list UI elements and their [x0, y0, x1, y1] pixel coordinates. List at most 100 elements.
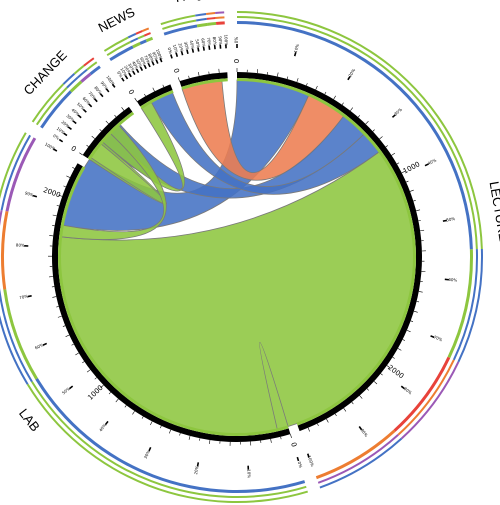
tick-mark: [280, 436, 282, 440]
outer-track-change: [69, 80, 83, 93]
tick-percent-label: 100%: [223, 34, 229, 46]
tick-percent-mark: [99, 93, 104, 98]
tick-mark: [380, 373, 383, 376]
tick-percent-mark: [424, 163, 429, 167]
tick-mark: [152, 87, 155, 92]
tick-mark: [115, 398, 119, 403]
tick-mark: [100, 384, 104, 389]
segment-label-news: NEWS: [96, 4, 138, 35]
tick-percent-mark: [147, 63, 151, 68]
tick-percent-mark: [180, 51, 184, 56]
tick-percent-label: 80%: [403, 386, 413, 396]
tick-percent-label: 40%: [71, 107, 81, 117]
tick-mark: [416, 301, 420, 303]
tick-percent-label: 100%: [105, 75, 116, 87]
outer-track-lecture: [447, 249, 473, 359]
tick-mark: [351, 401, 354, 405]
tick-percent-label: 70%: [433, 334, 443, 342]
tick-mark: [209, 439, 211, 445]
outer-track-news: [103, 36, 129, 52]
segment-inner-stripe-faq: [181, 78, 228, 90]
tick-percent-label: 10%: [172, 44, 179, 54]
outer-track-news: [135, 30, 143, 35]
tick-mark: [56, 306, 59, 308]
tick-mark: [114, 114, 117, 118]
tick-percent-label: 20%: [347, 68, 356, 78]
outer-track-change: [83, 57, 95, 67]
outer-track-lecture: [393, 356, 451, 432]
tick-percent-label: 80%: [147, 53, 155, 63]
tick-mark: [56, 205, 60, 207]
ticks-layer: 0100020000%10%20%30%40%50%60%70%80%90%10…: [16, 34, 458, 478]
tick-percent-mark: [293, 52, 297, 57]
tick-mark: [413, 200, 416, 202]
tick-percent-mark: [442, 219, 447, 222]
tick-mark: [402, 339, 405, 341]
tick-percent-label: 40%: [427, 157, 437, 165]
tick-percent-label: 40%: [131, 60, 140, 70]
tick-percent-label: 50%: [446, 216, 456, 222]
outer-track-lecture: [452, 249, 479, 361]
tick-percent-label: 100%: [44, 141, 57, 151]
tick-count-label: 0: [172, 67, 181, 74]
tick-mark: [63, 185, 66, 188]
tick-count-label: 0: [233, 59, 241, 63]
tick-mark: [65, 334, 70, 337]
tick-mark: [99, 129, 102, 132]
outer-track-change: [40, 90, 72, 129]
outer-track-faq: [195, 17, 207, 22]
tick-mark: [82, 361, 85, 364]
tick-percent-mark: [69, 385, 74, 390]
tick-percent-label: 60%: [34, 342, 44, 350]
tick-percent-mark: [148, 447, 152, 452]
tick-percent-label: 90%: [360, 428, 369, 438]
tick-mark: [420, 229, 425, 232]
tick-percent-label: 70%: [19, 293, 29, 300]
tick-mark: [406, 180, 409, 183]
tick-percent-mark: [170, 54, 173, 59]
tick-mark: [385, 145, 388, 148]
tick-mark: [401, 170, 406, 174]
outer-track-faq: [160, 14, 196, 26]
tick-mark: [160, 425, 162, 429]
tick-count-label: 1000: [402, 160, 422, 175]
tick-mark: [134, 97, 138, 102]
tick-mark: [141, 416, 144, 419]
tick-percent-label: 0%: [52, 133, 60, 141]
tick-percent-mark: [400, 385, 405, 390]
tick-percent-mark: [128, 72, 132, 78]
tick-percent-label: 60%: [200, 38, 206, 48]
outer-track-lab: [0, 209, 3, 291]
tick-percent-label: 0%: [167, 47, 174, 55]
outer-tracks-layer: [0, 11, 483, 503]
tick-mark: [75, 352, 79, 356]
outer-track-change: [86, 61, 98, 71]
tick-percent-mark: [58, 138, 64, 143]
tick-percent-mark: [347, 76, 351, 81]
tick-mark: [179, 433, 181, 436]
tick-percent-label: 50%: [135, 58, 144, 68]
tick-percent-label: 50%: [76, 101, 86, 111]
tick-mark: [386, 365, 391, 369]
tick-percent-mark: [132, 70, 136, 76]
tick-mark: [162, 84, 165, 88]
tick-mark: [144, 93, 146, 97]
outer-track-lecture: [315, 429, 396, 480]
tick-percent-label: 30%: [143, 449, 151, 459]
outer-track-change: [62, 72, 76, 85]
outer-track-lab: [3, 289, 38, 380]
tick-mark: [333, 95, 336, 100]
tick-mark: [391, 152, 396, 156]
tick-mark: [132, 410, 135, 415]
tick-percent-mark: [27, 295, 32, 298]
tick-mark: [124, 405, 127, 408]
tick-percent-label: 60%: [82, 96, 92, 106]
outer-track-change: [35, 86, 68, 126]
tick-mark: [58, 194, 63, 197]
tick-mark: [343, 407, 347, 412]
tick-mark: [62, 325, 66, 327]
tick-mark: [365, 120, 369, 125]
segment-label-faq: FAQ: [174, 0, 202, 5]
tick-percent-label: 50%: [61, 386, 71, 396]
outer-track-change: [89, 65, 101, 76]
